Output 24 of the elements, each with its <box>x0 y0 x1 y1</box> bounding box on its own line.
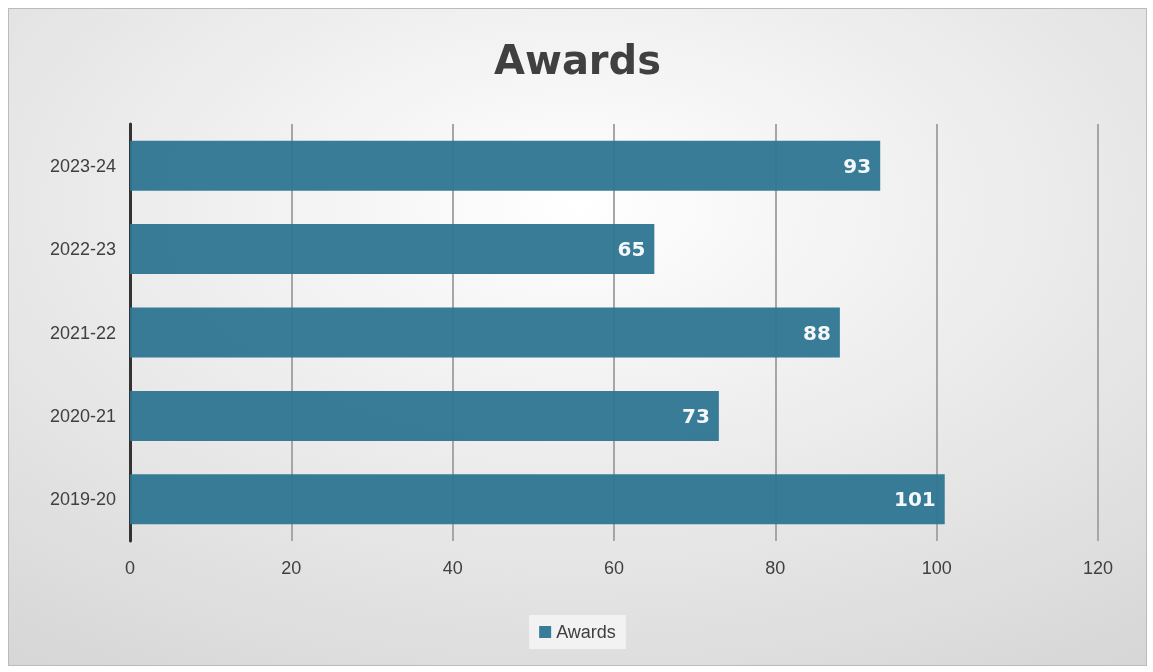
x-tick-label: 20 <box>281 558 302 578</box>
y-tick-label: 2022-23 <box>49 239 116 260</box>
data-label: 73 <box>682 403 710 428</box>
x-tick-label: 40 <box>442 558 463 578</box>
x-tick-label: 60 <box>603 558 625 578</box>
bar <box>130 474 945 525</box>
data-label: 65 <box>617 237 646 262</box>
bar <box>130 224 655 275</box>
bar <box>130 307 840 358</box>
data-label: 101 <box>893 487 936 512</box>
y-tick-label: 2023-24 <box>49 155 116 176</box>
bar <box>130 390 719 441</box>
chart-title: Awards <box>493 37 662 83</box>
data-label: 88 <box>803 320 831 345</box>
y-tick-label: 2021-22 <box>49 322 116 343</box>
y-tick-label: 2020-21 <box>49 405 116 426</box>
data-label: 93 <box>843 153 872 178</box>
x-tick-label: 120 <box>1082 558 1114 578</box>
x-tick-label: 0 <box>124 558 136 578</box>
bar <box>130 140 881 191</box>
x-tick-label: 100 <box>921 558 952 578</box>
legend-label: Awards <box>556 622 616 642</box>
x-tick-label: 80 <box>765 558 786 578</box>
y-tick-label: 2019-20 <box>49 489 116 510</box>
